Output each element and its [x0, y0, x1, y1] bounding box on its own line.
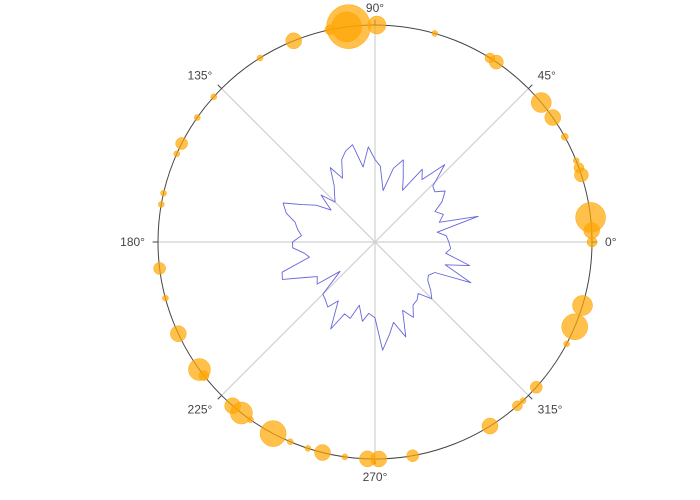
- data-point-marker: [173, 150, 181, 157]
- data-point-marker: [304, 445, 312, 452]
- marker-series: [153, 4, 606, 468]
- data-point-marker: [259, 420, 287, 447]
- angular-tick-mark: [528, 395, 533, 400]
- angular-tick-label: 90°: [366, 1, 384, 15]
- data-point-marker: [160, 189, 167, 197]
- data-point-marker: [158, 201, 165, 208]
- data-point-marker: [481, 417, 499, 435]
- data-point-marker: [583, 222, 600, 239]
- data-point-marker: [162, 294, 169, 302]
- angular-tick-mark: [217, 395, 222, 400]
- angular-tick-label: 45°: [538, 68, 556, 82]
- angular-tick-label: 0°: [605, 235, 617, 249]
- data-point-marker: [331, 11, 362, 43]
- data-point-marker: [530, 380, 543, 394]
- angular-tick-label: 315°: [538, 403, 563, 417]
- data-point-marker: [286, 438, 294, 445]
- data-point-marker: [572, 295, 593, 316]
- data-point-marker: [561, 133, 569, 141]
- angular-tick-mark: [217, 84, 222, 89]
- angular-tick-label: 180°: [120, 235, 145, 249]
- data-point-marker: [544, 109, 562, 126]
- data-point-marker: [572, 157, 580, 164]
- data-point-marker: [324, 24, 336, 35]
- data-point-marker: [210, 93, 217, 101]
- data-point-marker: [341, 453, 349, 461]
- data-point-marker: [175, 137, 188, 150]
- data-point-marker: [519, 397, 527, 404]
- data-point-marker: [256, 54, 264, 62]
- angular-tick-labels: 0° 45° 90° 135° 180° 225° 270° 315°: [120, 1, 617, 484]
- data-point-marker: [406, 449, 419, 462]
- data-point-marker: [370, 450, 388, 468]
- data-point-marker: [561, 313, 588, 341]
- data-point-marker: [198, 370, 210, 381]
- grid-spoke: [221, 88, 529, 396]
- data-point-marker: [573, 162, 585, 174]
- angular-tick-label: 270°: [363, 470, 388, 484]
- data-point-marker: [193, 114, 201, 121]
- data-point-marker: [484, 52, 496, 64]
- angular-tick-mark: [528, 84, 533, 89]
- data-point-marker: [563, 340, 570, 348]
- data-point-marker: [512, 400, 523, 412]
- angular-tick-label: 225°: [188, 403, 213, 417]
- polar-grid: [152, 19, 598, 465]
- data-point-marker: [530, 92, 552, 113]
- data-point-marker: [431, 30, 439, 37]
- angular-tick-label: 135°: [188, 68, 213, 82]
- data-point-marker: [285, 32, 302, 50]
- data-point-marker: [230, 401, 253, 425]
- data-point-marker: [314, 444, 331, 461]
- data-point-marker: [170, 325, 187, 342]
- line-series-path: [281, 144, 479, 351]
- line-series: [281, 144, 479, 351]
- data-point-marker: [247, 416, 254, 424]
- data-point-marker: [153, 262, 166, 275]
